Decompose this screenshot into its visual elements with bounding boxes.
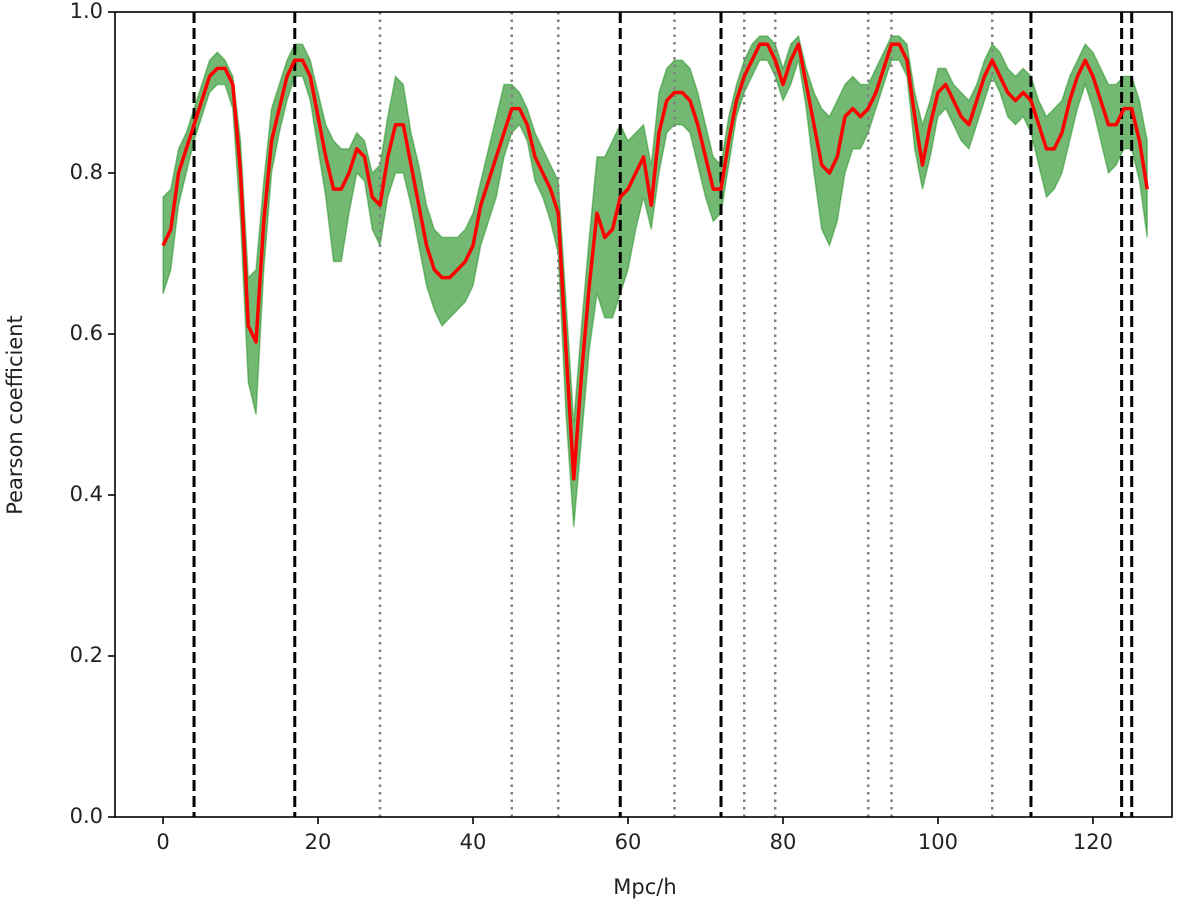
- x-tick-label: 40: [460, 830, 487, 854]
- x-tick-label: 80: [770, 830, 797, 854]
- x-axis-label: Mpc/h: [613, 875, 676, 899]
- confidence-band: [162, 34, 1148, 528]
- x-tick-label: 60: [615, 830, 642, 854]
- y-tick-label: 0.4: [70, 482, 103, 506]
- x-tick-label: 120: [1073, 830, 1113, 854]
- x-tick-label: 0: [156, 830, 169, 854]
- y-tick-label: 0.2: [70, 643, 103, 667]
- y-tick-label: 0.0: [70, 804, 103, 828]
- y-tick-label: 0.6: [70, 321, 103, 345]
- y-tick-label: 1.0: [70, 0, 103, 23]
- mean-line: [161, 42, 1149, 481]
- x-tick-label: 20: [305, 830, 332, 854]
- y-tick-label: 0.8: [70, 160, 103, 184]
- x-tick-label: 100: [918, 830, 958, 854]
- plot-frame: [114, 11, 1173, 818]
- y-axis-label: Pearson coefficient: [3, 315, 27, 515]
